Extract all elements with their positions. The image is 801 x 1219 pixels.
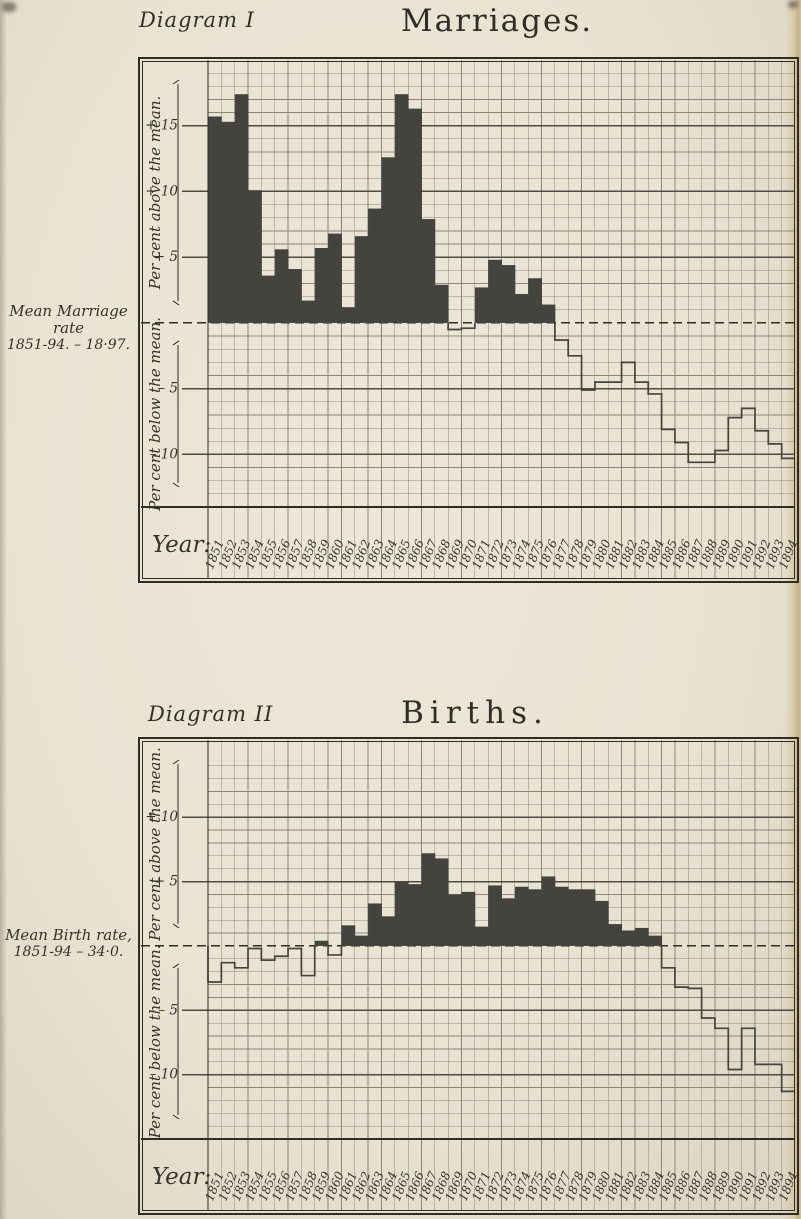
bar-1860 bbox=[328, 233, 342, 323]
ylabel-below-rule bbox=[172, 963, 180, 1120]
bar-1866 bbox=[408, 884, 422, 946]
bar-1879 bbox=[581, 889, 596, 946]
bar-1864 bbox=[381, 916, 396, 946]
major-grid-lines bbox=[182, 816, 795, 1076]
diagram2-title: Births. bbox=[401, 695, 549, 731]
above-mean-bars bbox=[208, 94, 556, 323]
chart-frame bbox=[138, 57, 799, 583]
bar-1869 bbox=[448, 894, 462, 946]
bar-1882 bbox=[621, 930, 636, 946]
bar-1873 bbox=[501, 265, 516, 323]
ylabel-below: Per cent below the mean. bbox=[146, 317, 164, 512]
bar-1863 bbox=[368, 903, 382, 946]
bar-1872 bbox=[488, 259, 502, 323]
bar-1884 bbox=[648, 935, 663, 946]
bar-1883 bbox=[634, 927, 649, 946]
bar-1859 bbox=[314, 940, 329, 946]
ylabel-above-rule bbox=[172, 79, 180, 306]
bar-1862 bbox=[354, 935, 369, 946]
bar-1876 bbox=[541, 876, 556, 946]
chart-frame bbox=[138, 737, 799, 1215]
bar-1874 bbox=[514, 294, 529, 323]
bar-1853 bbox=[234, 94, 249, 323]
bar-1855 bbox=[261, 275, 276, 323]
bar-1861 bbox=[341, 307, 356, 323]
tick-10: + 10 bbox=[145, 183, 178, 199]
diagram1-title: Marriages. bbox=[400, 3, 594, 39]
tick--10: – 10 bbox=[150, 446, 179, 462]
bar-1876 bbox=[541, 304, 556, 323]
bar-1854 bbox=[248, 190, 262, 323]
bar-1875 bbox=[528, 889, 543, 946]
scan-corner-mark-right bbox=[788, 1, 798, 8]
y-tick-labels: + 10 + 5 – 5 – 10 bbox=[145, 809, 178, 1082]
bar-1873 bbox=[501, 898, 516, 946]
bar-1870 bbox=[461, 891, 476, 946]
bar-1867 bbox=[421, 853, 436, 946]
year-labels: 1851185218531854185518561857185818591860… bbox=[202, 537, 800, 571]
diagram2-label: Diagram II bbox=[148, 702, 274, 726]
bar-1862 bbox=[354, 236, 369, 323]
ylabel-below: Per cent below the mean. bbox=[146, 945, 164, 1140]
diagram2-mean-line2: 1851-94 – 34·0. bbox=[13, 944, 124, 960]
bar-1872 bbox=[488, 885, 502, 946]
ylabel-above-rule bbox=[172, 759, 180, 929]
tick-10: + 10 bbox=[145, 809, 178, 825]
bar-1857 bbox=[288, 269, 302, 323]
tick--5: – 5 bbox=[158, 1002, 178, 1018]
bar-1868 bbox=[434, 858, 449, 946]
bar-1851 bbox=[208, 116, 222, 323]
ylabel-below-rule bbox=[172, 340, 180, 488]
ylabel-above: Per cent above the mean. bbox=[146, 747, 164, 941]
chart2-svg: + 10 + 5 – 5 – 10 Per cent above the mean. Pe… bbox=[138, 737, 800, 1215]
tick-5: + 5 bbox=[154, 874, 178, 890]
diagram1-mean-line1: Mean Marriage rate bbox=[9, 302, 128, 337]
ylabel-above: Per cent above the mean. bbox=[146, 96, 164, 290]
bar-1865 bbox=[394, 94, 409, 323]
below-mean-step-line bbox=[207, 945, 795, 1093]
bar-1867 bbox=[421, 219, 436, 323]
page-left-edge-shadow bbox=[0, 0, 7, 1219]
tick-5: + 5 bbox=[154, 249, 178, 265]
diagram1-label: Diagram I bbox=[139, 8, 255, 32]
bar-1858 bbox=[301, 300, 316, 323]
tick--5: – 5 bbox=[158, 381, 178, 397]
bar-1871 bbox=[474, 926, 489, 946]
scan-corner-mark-left bbox=[2, 2, 16, 12]
diagram2-mean-annotation: Mean Birth rate, 1851-94 – 34·0. bbox=[2, 927, 135, 961]
tick--10: – 10 bbox=[150, 1067, 179, 1083]
y-tick-labels: + 15 + 10 + 5 – 5 – 10 bbox=[145, 118, 178, 463]
above-mean-bars bbox=[314, 853, 663, 946]
bar-1878 bbox=[568, 889, 583, 946]
bar-1881 bbox=[608, 924, 623, 946]
year-labels: 1851185218531854185518561857185818591860… bbox=[202, 1169, 800, 1203]
bar-1859 bbox=[314, 248, 329, 323]
marriages-chart: + 15 + 10 + 5 – 5 – 10 Per cent above the mea… bbox=[138, 57, 800, 583]
bar-1863 bbox=[368, 208, 382, 323]
bar-1864 bbox=[381, 157, 396, 323]
births-chart: + 10 + 5 – 5 – 10 Per cent above the mean. Pe… bbox=[138, 737, 800, 1215]
bar-1875 bbox=[528, 278, 543, 323]
bar-1852 bbox=[221, 121, 236, 323]
bar-1856 bbox=[274, 249, 289, 323]
bar-1866 bbox=[408, 108, 422, 323]
tick-15: + 15 bbox=[145, 118, 178, 134]
bar-1868 bbox=[434, 284, 449, 323]
bar-1877 bbox=[554, 886, 569, 946]
bar-1880 bbox=[594, 900, 609, 946]
diagram1-mean-line2: 1851-94. – 18·97. bbox=[6, 337, 131, 353]
year-axis-title: Year: bbox=[152, 532, 211, 558]
below-mean-step-line bbox=[447, 322, 795, 464]
diagram1-mean-annotation: Mean Marriage rate 1851-94. – 18·97. bbox=[2, 303, 135, 354]
bar-1861 bbox=[341, 925, 356, 946]
chart1-svg: + 15 + 10 + 5 – 5 – 10 Per cent above the mea… bbox=[138, 57, 800, 583]
year-axis-title: Year: bbox=[152, 1164, 211, 1190]
bar-1874 bbox=[514, 886, 529, 946]
bar-1871 bbox=[474, 287, 489, 323]
diagram2-mean-line1: Mean Birth rate, bbox=[5, 926, 132, 944]
bar-1865 bbox=[394, 881, 409, 946]
grid-lines bbox=[208, 740, 795, 1211]
